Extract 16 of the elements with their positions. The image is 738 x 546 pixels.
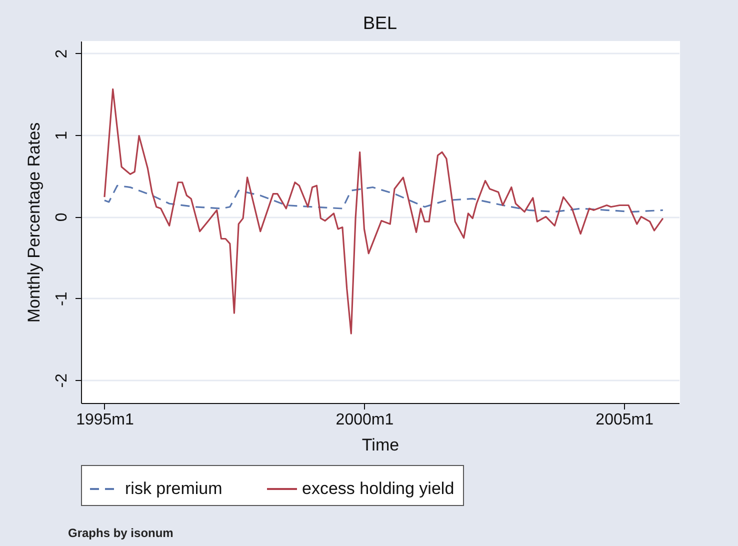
legend-label: excess holding yield — [302, 479, 454, 498]
chart-title: BEL — [362, 13, 398, 33]
line-series — [104, 88, 664, 334]
y-tick-label: 0 — [54, 212, 70, 222]
x-tick-label: 2005m1 — [596, 412, 654, 428]
y-axis-title: Monthly Percentage Rates — [24, 122, 44, 323]
text: Graphs by isonum — [68, 526, 174, 540]
y-tick-label: -2 — [54, 373, 70, 388]
x-tick-label: 2000m1 — [336, 412, 394, 428]
line-series — [104, 184, 664, 213]
legend-label: risk premium — [125, 479, 222, 498]
x-axis-title: Time — [362, 436, 400, 454]
y-tick-label: -1 — [54, 292, 70, 306]
y-tick-label: 1 — [54, 130, 70, 140]
y-tick-label: 2 — [54, 49, 70, 58]
x-tick-label: 1995m1 — [76, 412, 134, 428]
